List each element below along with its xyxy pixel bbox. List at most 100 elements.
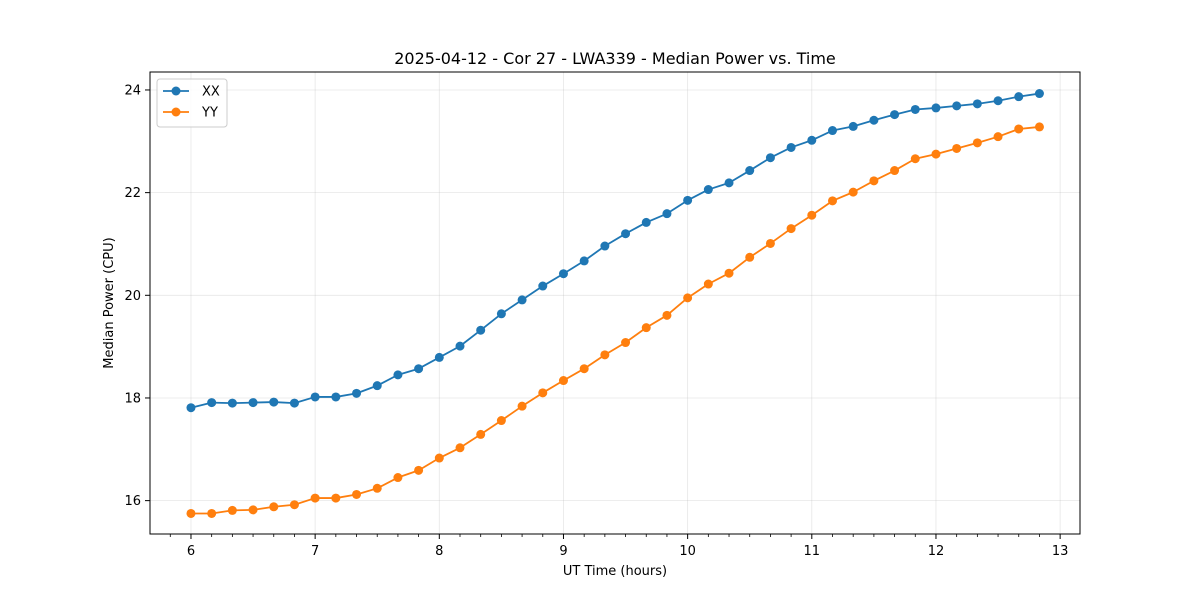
data-point-xx (372, 381, 382, 391)
data-point-yy (310, 493, 320, 503)
data-point-xx (724, 178, 734, 188)
data-point-yy (745, 252, 755, 262)
data-point-yy (621, 338, 631, 348)
data-point-yy (600, 350, 610, 360)
legend-label-xx: XX (202, 85, 220, 100)
data-point-yy (641, 323, 651, 333)
x-tick-label: 8 (435, 544, 443, 559)
x-axis-ticks: 6 7 8 9 10 11 12 13 (187, 534, 1069, 559)
data-point-yy (331, 493, 341, 503)
data-point-xx (186, 403, 196, 413)
x-tick-label: 12 (928, 544, 945, 559)
data-point-xx (414, 364, 424, 374)
data-point-yy (414, 465, 424, 475)
legend: XX YY (156, 78, 228, 128)
data-point-xx (227, 398, 237, 408)
data-point-yy (186, 508, 196, 518)
data-point-yy (910, 154, 920, 164)
data-point-xx (579, 256, 589, 266)
data-point-yy (393, 473, 403, 483)
data-point-yy (227, 505, 237, 515)
data-point-xx (1014, 92, 1024, 102)
data-point-xx (476, 325, 486, 335)
data-point-yy (372, 483, 382, 493)
legend-marker-xx (171, 86, 181, 96)
data-point-xx (641, 217, 651, 227)
data-point-xx (869, 115, 879, 125)
data-point-yy (207, 508, 217, 518)
data-point-xx (765, 153, 775, 163)
data-point-yy (972, 138, 982, 148)
y-tick-label: 20 (124, 289, 141, 304)
data-point-xx (952, 101, 962, 111)
data-point-yy (724, 268, 734, 278)
x-tick-label: 6 (187, 544, 195, 559)
data-point-yy (579, 364, 589, 374)
data-point-yy (1034, 122, 1044, 132)
y-tick-label: 22 (124, 186, 141, 201)
data-point-xx (269, 397, 279, 407)
chart-title: 2025-04-12 - Cor 27 - LWA339 - Median Po… (394, 49, 836, 68)
x-axis-label: UT Time (hours) (563, 564, 667, 579)
y-tick-label: 18 (124, 391, 141, 406)
data-point-xx (331, 392, 341, 402)
data-point-xx (807, 135, 817, 145)
data-point-xx (828, 126, 837, 136)
data-point-xx (310, 392, 320, 402)
data-point-xx (558, 269, 568, 279)
plot-area-frame (149, 71, 1081, 535)
data-point-xx (621, 229, 631, 239)
data-point-yy (931, 149, 941, 159)
data-point-xx (248, 398, 258, 408)
x-minor-ticks (169, 534, 1040, 537)
data-point-yy (496, 416, 506, 426)
data-point-yy (828, 196, 837, 206)
data-point-yy (683, 293, 693, 303)
data-point-xx (848, 121, 858, 131)
data-point-yy (517, 401, 527, 411)
data-point-yy (703, 279, 713, 289)
data-point-yy (952, 143, 962, 153)
data-point-xx (931, 103, 941, 113)
x-tick-label: 10 (679, 544, 696, 559)
data-point-xx (289, 398, 299, 408)
data-point-yy (248, 505, 258, 515)
data-point-xx (703, 185, 713, 195)
data-point-xx (496, 309, 506, 319)
data-point-xx (786, 142, 796, 152)
x-tick-label: 13 (1052, 544, 1069, 559)
x-tick-label: 7 (311, 544, 319, 559)
data-point-xx (662, 209, 672, 219)
data-point-yy (890, 166, 900, 176)
data-point-yy (993, 132, 1003, 142)
data-point-yy (1014, 124, 1024, 134)
data-point-yy (538, 388, 548, 398)
legend-marker-yy (171, 107, 181, 117)
data-point-xx (517, 295, 527, 305)
y-tick-label: 24 (124, 83, 141, 98)
data-point-yy (869, 176, 879, 186)
data-point-xx (434, 352, 444, 362)
data-point-xx (993, 96, 1003, 106)
data-point-yy (352, 489, 362, 499)
data-point-xx (683, 195, 693, 205)
data-point-xx (393, 370, 403, 380)
data-point-xx (538, 281, 548, 291)
data-point-xx (890, 110, 900, 120)
y-axis-label: Median Power (CPU) (102, 237, 117, 368)
series-layer (186, 89, 1044, 518)
data-point-xx (972, 99, 982, 109)
y-tick-label: 16 (124, 494, 141, 509)
data-point-yy (289, 500, 299, 510)
data-point-yy (455, 443, 465, 453)
data-point-xx (1034, 89, 1044, 99)
data-point-xx (745, 166, 755, 176)
data-point-xx (600, 241, 610, 251)
data-point-xx (910, 104, 920, 114)
data-point-yy (476, 429, 486, 439)
data-point-yy (434, 453, 444, 463)
y-axis-ticks: 16 18 20 22 24 (124, 83, 150, 509)
data-point-xx (455, 341, 465, 351)
data-point-yy (662, 310, 672, 320)
